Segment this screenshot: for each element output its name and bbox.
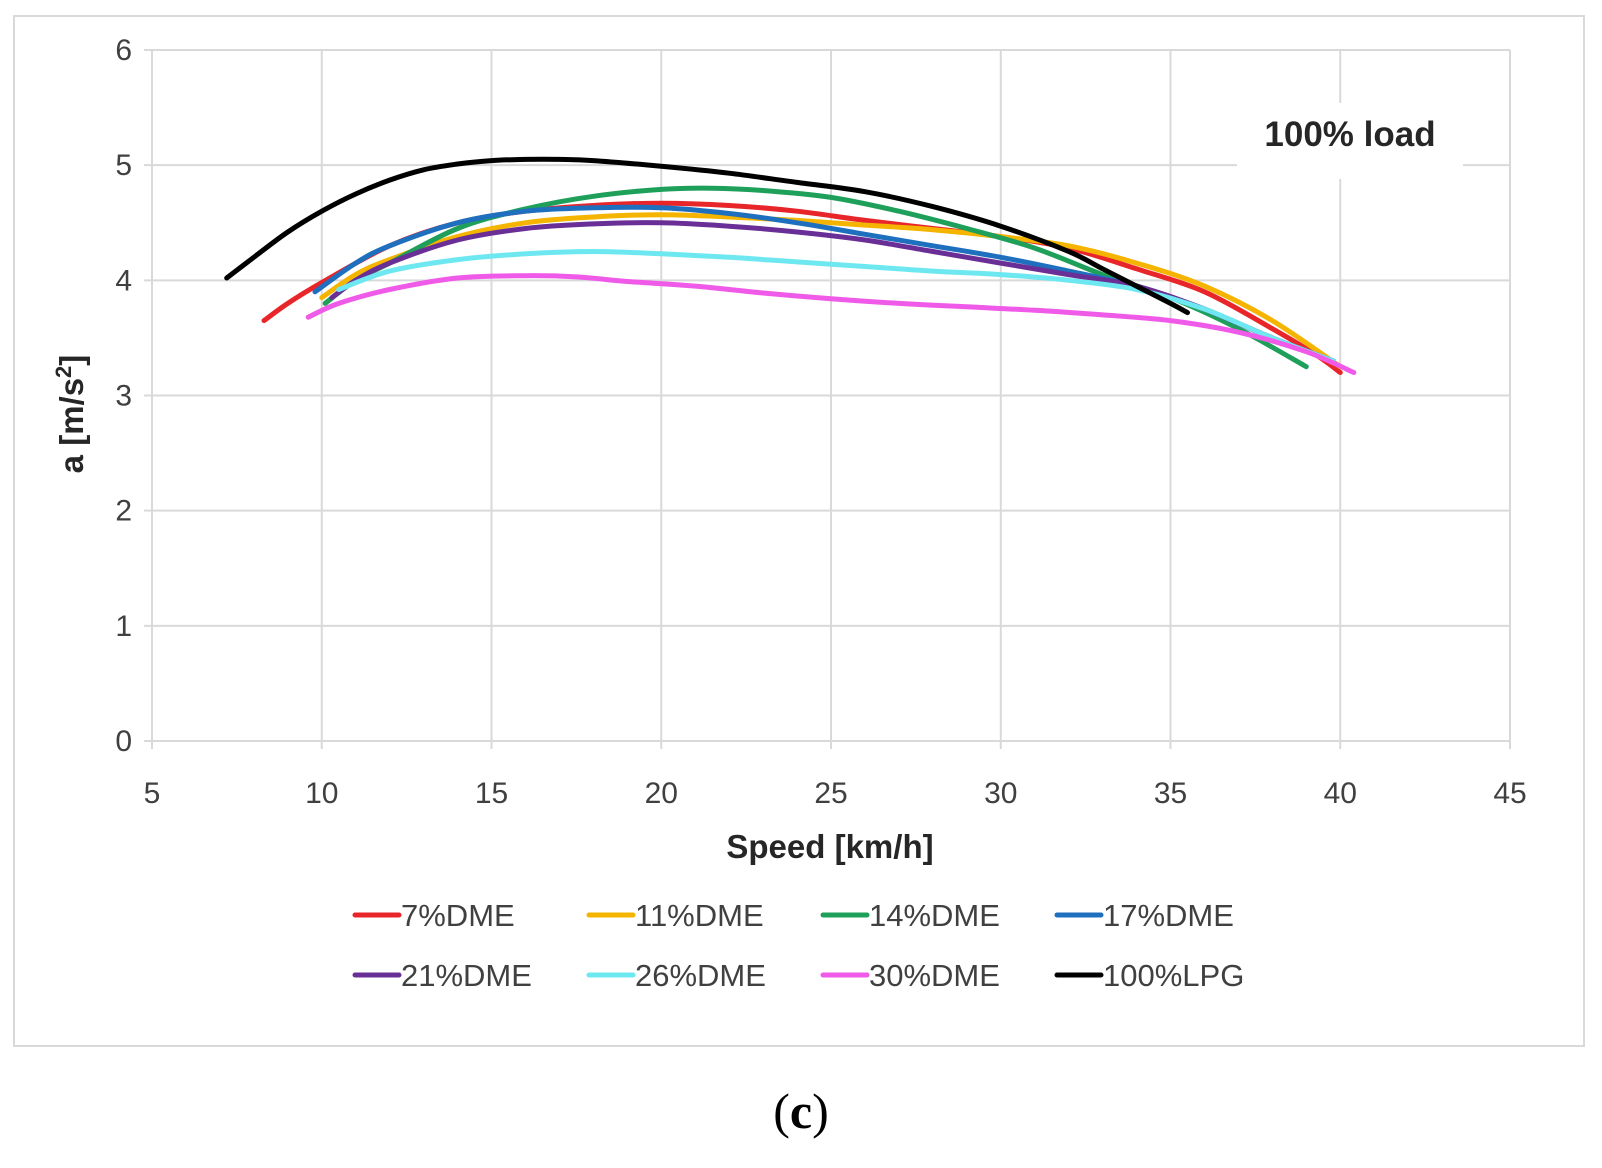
legend-item-17pct-dme: 17%DME <box>1054 898 1234 933</box>
legend-label: 100%LPG <box>1103 958 1244 993</box>
legend-item-21pct-dme: 21%DME <box>352 958 532 993</box>
series-line-30pct-dme <box>305 273 1357 375</box>
x-tick-label: 45 <box>1493 777 1526 810</box>
y-axis-title: a [m/s2] <box>51 355 90 474</box>
y-axis-title-end: ] <box>53 355 90 366</box>
y-tick-label: 3 <box>115 380 132 413</box>
y-tick-label: 1 <box>115 610 132 643</box>
caption-close: ) <box>812 1083 829 1139</box>
y-tick-label: 5 <box>115 149 132 182</box>
series-line-11pct-dme <box>319 212 1343 370</box>
series-layer <box>224 156 1357 375</box>
legend-item-26pct-dme: 26%DME <box>586 958 766 993</box>
y-tick-label: 6 <box>115 34 132 67</box>
legend-item-30pct-dme: 30%DME <box>820 958 1000 993</box>
series-line-21pct-dme <box>329 220 1336 364</box>
legend-item-100pct-lpg: 100%LPG <box>1054 958 1244 993</box>
x-tick-label: 10 <box>305 777 338 810</box>
legend-label: 14%DME <box>869 898 1000 933</box>
annotation-box <box>1237 103 1463 179</box>
caption-letter: c <box>789 1083 813 1139</box>
legend-label: 17%DME <box>1103 898 1234 933</box>
y-tick-label: 4 <box>115 264 132 297</box>
legend-label: 30%DME <box>869 958 1000 993</box>
x-axis-title: Speed [km/h] <box>726 828 933 865</box>
x-tick-label: 20 <box>645 777 678 810</box>
x-tick-label: 35 <box>1154 777 1187 810</box>
x-tick-label: 40 <box>1324 777 1357 810</box>
series-line-26pct-dme <box>336 249 1336 364</box>
x-tick-label: 30 <box>984 777 1017 810</box>
legend: 7%DME 11%DME 14%DME 17%DME 21%DME 26%DME 30%DM… <box>352 898 1244 993</box>
chart-frame: 0 1 2 3 4 5 6 5 10 15 20 25 30 35 40 45 100% load Speed… <box>13 15 1585 1047</box>
legend-label: 26%DME <box>635 958 766 993</box>
legend-label: 7%DME <box>401 898 515 933</box>
legend-label: 11%DME <box>635 898 764 933</box>
legend-item-14pct-dme: 14%DME <box>820 898 1000 933</box>
series-line-7pct-dme <box>261 200 1343 375</box>
legend-label: 21%DME <box>401 958 532 993</box>
annotation-label: 100% load <box>1264 115 1435 154</box>
y-tick-label: 2 <box>115 495 132 528</box>
x-tick-label: 25 <box>814 777 847 810</box>
legend-item-11pct-dme: 11%DME <box>586 898 764 933</box>
y-tick-label: 0 <box>115 725 132 758</box>
caption-open: ( <box>773 1083 790 1139</box>
series-line-100pct-lpg <box>224 156 1190 316</box>
y-axis-title-sup: 2 <box>51 366 76 378</box>
figure-caption: (c) <box>0 1082 1602 1140</box>
annotation-group: 100% load <box>1237 103 1463 179</box>
x-tick-label: 15 <box>475 777 508 810</box>
x-tick-label: 5 <box>144 777 161 810</box>
y-axis-title-main: a [m/s <box>53 378 90 473</box>
legend-item-7pct-dme: 7%DME <box>352 898 515 933</box>
